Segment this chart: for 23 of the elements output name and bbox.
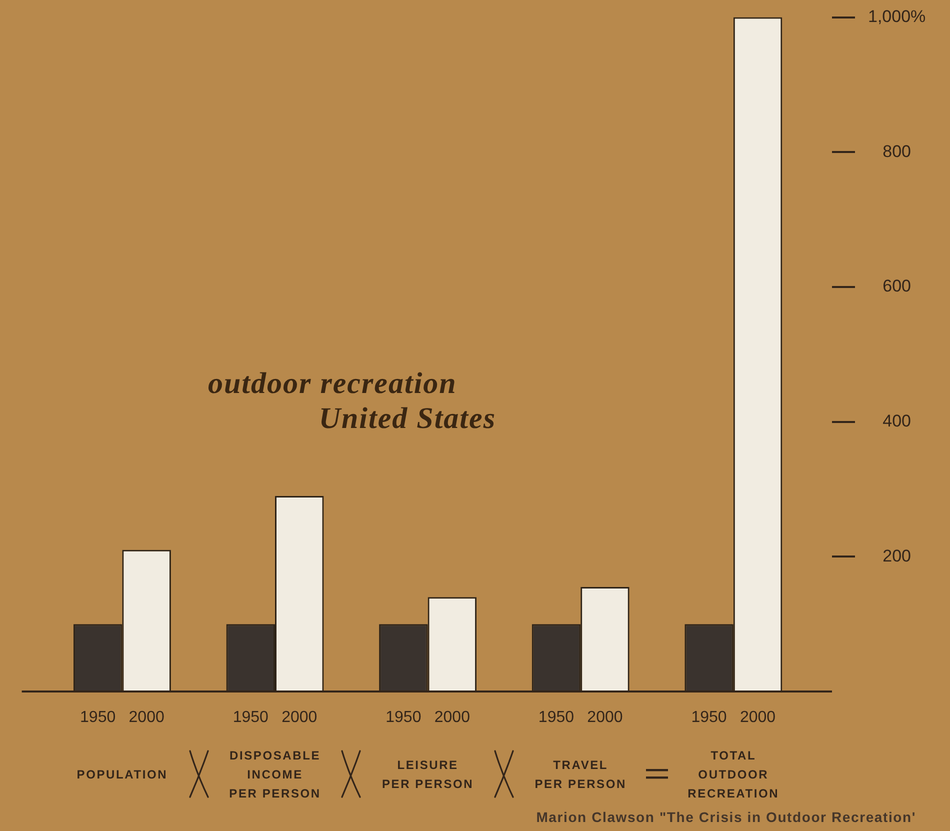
text: United States — [318, 402, 496, 435]
text: 1950 — [691, 708, 727, 726]
series-label: 1950 — [80, 708, 116, 726]
x-tick-label: DISPOSABLE INCOME PER PERSON — [229, 748, 321, 800]
x-tick-label: TRAVEL PER PERSON — [534, 758, 626, 791]
text: 2000 — [587, 708, 623, 726]
y-tick-label: 600 — [882, 276, 912, 296]
x-tick-label: TOTAL OUTDOOR RECREATION — [688, 748, 780, 800]
y-tick-label: 1,000% — [868, 6, 926, 26]
x-tick-label: POPULATION — [76, 767, 168, 782]
x-tick-label: LEISURE PER PERSON — [382, 758, 474, 791]
text: 1950 — [386, 708, 422, 726]
text: 2000 — [740, 708, 776, 726]
text: outdoor recreation — [208, 367, 457, 400]
text: 1950 — [538, 708, 574, 726]
text: 2000 — [282, 708, 318, 726]
y-tick-label: 400 — [882, 412, 912, 431]
y-tick-label: 800 — [882, 142, 912, 161]
y-tick-label: 200 — [882, 546, 912, 566]
text: 1950 — [232, 708, 268, 726]
series-label: 2000 — [128, 708, 164, 726]
text: Marion Clawson "The Crisis in Outdoor Recreation' — [536, 808, 916, 825]
text: 2000 — [434, 708, 470, 726]
